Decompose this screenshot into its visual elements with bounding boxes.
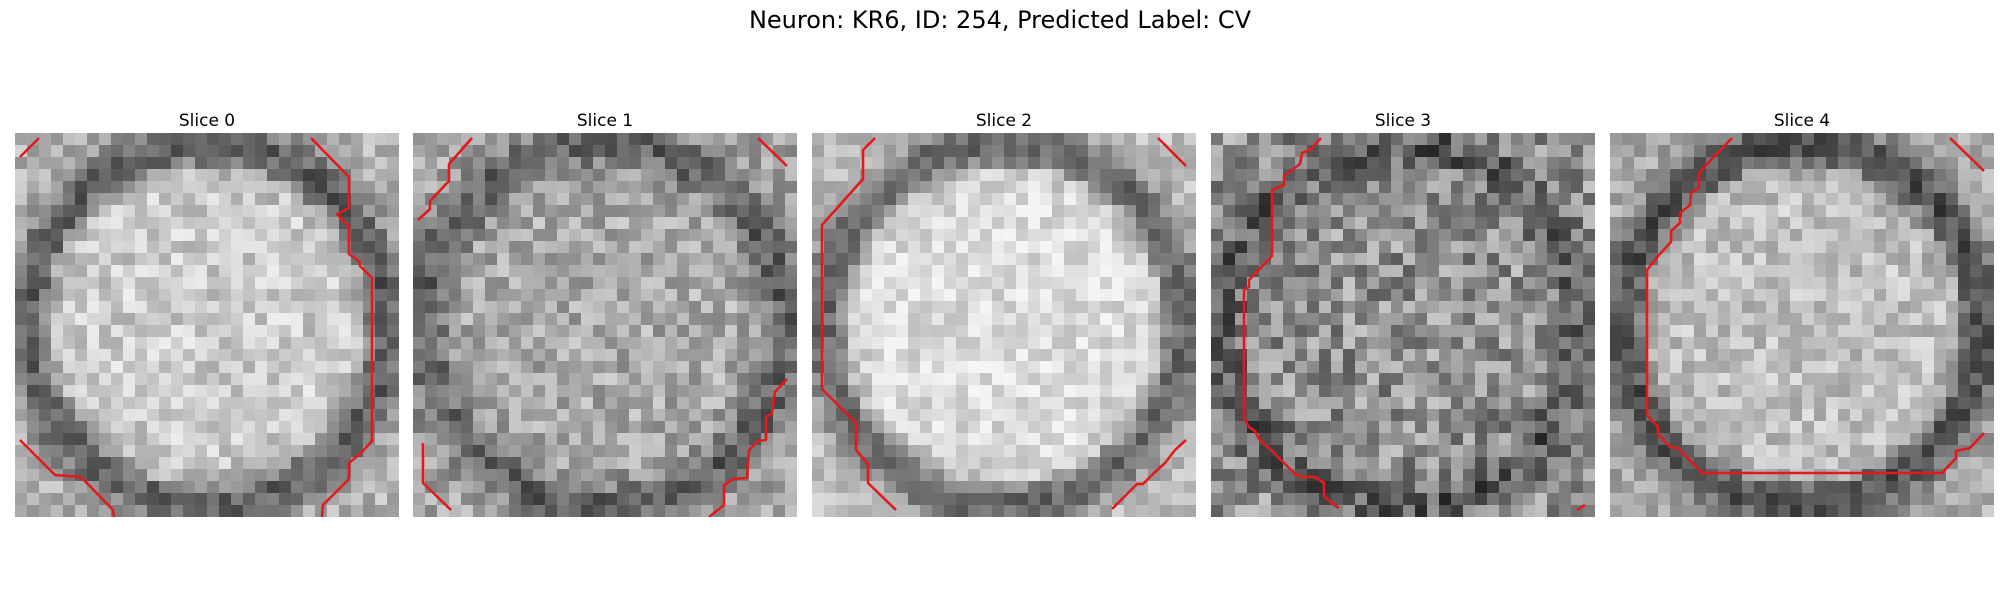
slice-image xyxy=(15,133,399,517)
contour-lines xyxy=(820,137,1187,511)
slice-panel-3: Slice 3 xyxy=(1211,109,1595,517)
contour-line xyxy=(757,137,788,167)
slice-title: Slice 2 xyxy=(975,111,1033,131)
contour-line xyxy=(421,443,452,511)
slice-image xyxy=(812,133,1196,517)
contour-lines xyxy=(19,137,374,517)
contour-lines xyxy=(417,137,788,517)
slice-title: Slice 0 xyxy=(178,111,236,131)
contour-line xyxy=(1157,137,1187,167)
contour-line xyxy=(1111,439,1187,510)
contour-lines xyxy=(1242,137,1586,512)
contour-line xyxy=(417,137,473,221)
contour-line xyxy=(1576,503,1586,512)
slice-panel-0: Slice 0 xyxy=(15,109,399,517)
slice-title: Slice 4 xyxy=(1773,111,1831,131)
figure-title: Neuron: KR6, ID: 254, Predicted Label: C… xyxy=(748,6,1252,34)
slice-title: Slice 1 xyxy=(576,111,634,131)
slice-panel-1: Slice 1 xyxy=(413,109,797,517)
contour-line xyxy=(820,137,897,511)
slice-image xyxy=(413,133,797,517)
slice-panel-4: Slice 4 xyxy=(1610,109,1994,517)
slice-image xyxy=(1211,133,1595,517)
slice-title: Slice 3 xyxy=(1374,111,1432,131)
contour-line xyxy=(19,439,116,517)
contour-line xyxy=(310,137,374,517)
contour-lines xyxy=(1645,137,1985,475)
contour-line xyxy=(1949,137,1985,172)
contour-line xyxy=(19,137,40,158)
contour-line xyxy=(1645,137,1985,475)
slice-image xyxy=(1610,133,1994,517)
slice-panel-2: Slice 2 xyxy=(812,109,1196,517)
contour-line xyxy=(708,378,788,517)
contour-line xyxy=(1242,137,1340,510)
